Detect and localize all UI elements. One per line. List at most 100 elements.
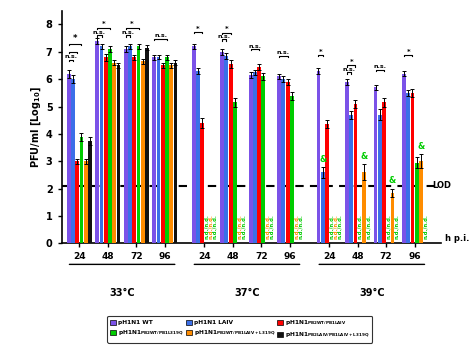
- Bar: [290, 96, 294, 243]
- Bar: [137, 46, 140, 243]
- Bar: [169, 66, 173, 243]
- Bar: [112, 63, 116, 243]
- Bar: [378, 115, 382, 243]
- Text: h p.i.: h p.i.: [445, 234, 469, 243]
- Bar: [75, 161, 79, 243]
- Text: n.d./n.d.: n.d./n.d.: [328, 214, 334, 240]
- Text: n.s.: n.s.: [218, 34, 231, 39]
- Bar: [410, 93, 414, 243]
- Text: n.d./n.d.: n.d./n.d.: [208, 214, 213, 240]
- Bar: [282, 79, 285, 243]
- Bar: [253, 72, 257, 243]
- Bar: [249, 75, 253, 243]
- Text: *: *: [406, 49, 410, 54]
- Bar: [71, 79, 75, 243]
- Bar: [349, 115, 353, 243]
- Text: n.d./n.d.: n.d./n.d.: [293, 214, 299, 240]
- Bar: [220, 52, 224, 243]
- Text: n.d./n.d.: n.d./n.d.: [265, 214, 270, 240]
- Text: &: &: [360, 152, 367, 161]
- Text: n.d./n.d.: n.d./n.d.: [423, 214, 428, 240]
- Bar: [317, 71, 320, 243]
- Bar: [402, 74, 406, 243]
- Legend: pH1N1 WT, pH1N1$_{\mathregular{PB2 WT/PB1 L319Q}}$, pH1N1 LAIV, pH1N1$_{\mathreg: pH1N1 WT, pH1N1$_{\mathregular{PB2 WT/PB…: [108, 316, 372, 343]
- Bar: [108, 49, 112, 243]
- Text: n.d./n.d.: n.d./n.d.: [337, 214, 342, 240]
- Bar: [261, 77, 265, 243]
- Bar: [321, 172, 325, 243]
- Bar: [374, 87, 377, 243]
- Bar: [277, 77, 281, 243]
- Bar: [100, 46, 103, 243]
- Bar: [152, 57, 156, 243]
- Y-axis label: PFU/ml [Log$_{10}$]: PFU/ml [Log$_{10}$]: [29, 86, 43, 168]
- Bar: [128, 46, 132, 243]
- Bar: [233, 102, 237, 243]
- Text: *: *: [349, 59, 353, 65]
- Bar: [415, 163, 419, 243]
- Bar: [224, 56, 228, 243]
- Bar: [173, 63, 177, 243]
- Text: n.d./n.d.: n.d./n.d.: [386, 214, 391, 240]
- Text: n.d./n.d.: n.d./n.d.: [333, 214, 338, 240]
- Bar: [132, 57, 136, 243]
- Bar: [104, 57, 108, 243]
- Bar: [362, 172, 366, 243]
- Text: n.d./n.d.: n.d./n.d.: [237, 214, 242, 240]
- Text: &: &: [319, 155, 326, 164]
- Text: n.d./n.d.: n.d./n.d.: [365, 214, 371, 240]
- Text: 39°C: 39°C: [359, 288, 385, 297]
- Text: n.s.: n.s.: [93, 30, 106, 35]
- Bar: [88, 141, 92, 243]
- Text: *: *: [319, 49, 322, 54]
- Bar: [95, 41, 99, 243]
- Text: 33°C: 33°C: [109, 288, 135, 297]
- Text: n.s.: n.s.: [277, 50, 290, 55]
- Text: 37°C: 37°C: [234, 288, 260, 297]
- Text: *: *: [102, 21, 105, 27]
- Bar: [228, 64, 233, 243]
- Bar: [161, 66, 165, 243]
- Text: &: &: [417, 142, 425, 151]
- Bar: [354, 104, 357, 243]
- Text: n.s.: n.s.: [248, 44, 261, 49]
- Bar: [419, 161, 423, 243]
- Text: *: *: [73, 34, 77, 43]
- Text: &: &: [389, 176, 396, 185]
- Bar: [117, 66, 120, 243]
- Bar: [165, 57, 169, 243]
- Bar: [257, 67, 261, 243]
- Bar: [156, 57, 161, 243]
- Bar: [391, 193, 394, 243]
- Text: n.d./n.d.: n.d./n.d.: [269, 214, 274, 240]
- Text: *: *: [225, 26, 228, 32]
- Text: *: *: [130, 21, 134, 27]
- Text: n.d./n.d.: n.d./n.d.: [394, 214, 399, 240]
- Bar: [191, 46, 196, 243]
- Bar: [145, 48, 149, 243]
- Text: n.d./n.d.: n.d./n.d.: [298, 214, 303, 240]
- Bar: [196, 71, 200, 243]
- Text: n.d./n.d.: n.d./n.d.: [241, 214, 246, 240]
- Text: n.s.: n.s.: [343, 67, 356, 72]
- Bar: [345, 82, 349, 243]
- Text: n.s.: n.s.: [373, 64, 386, 69]
- Bar: [382, 102, 386, 243]
- Text: n.d./n.d.: n.d./n.d.: [212, 214, 217, 240]
- Text: *: *: [196, 25, 200, 32]
- Bar: [124, 49, 128, 243]
- Text: n.s.: n.s.: [121, 30, 135, 35]
- Bar: [200, 123, 204, 243]
- Bar: [67, 74, 71, 243]
- Text: n.d./n.d.: n.d./n.d.: [357, 214, 362, 240]
- Bar: [286, 82, 290, 243]
- Bar: [84, 161, 88, 243]
- Text: LOD: LOD: [432, 182, 451, 190]
- Bar: [141, 61, 145, 243]
- Text: n.s.: n.s.: [154, 33, 167, 38]
- Text: n.s.: n.s.: [64, 54, 77, 59]
- Bar: [406, 93, 410, 243]
- Bar: [80, 137, 83, 243]
- Bar: [325, 124, 329, 243]
- Text: n.d./n.d.: n.d./n.d.: [204, 214, 209, 240]
